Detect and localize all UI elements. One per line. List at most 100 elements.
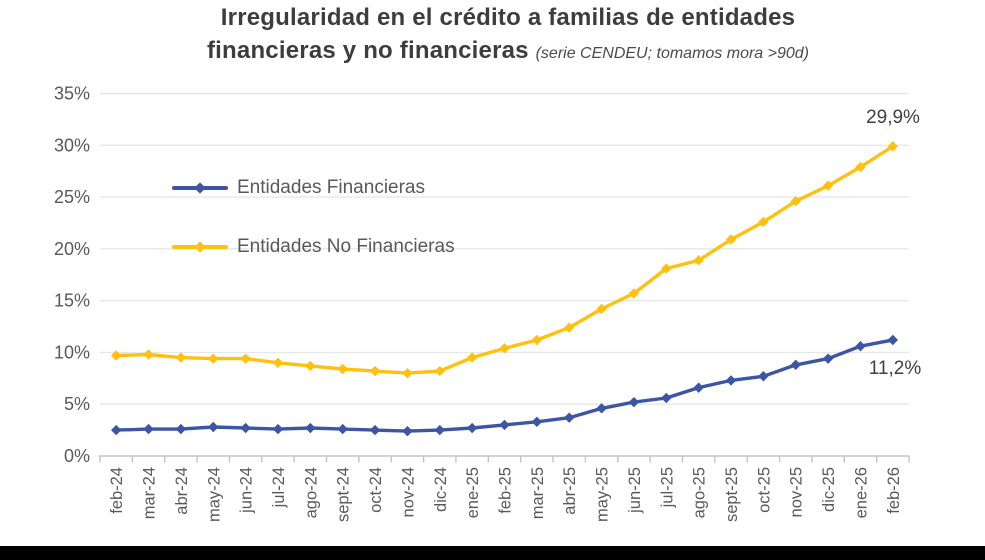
chart-title: Irregularidad en el crédito a familias d… <box>28 0 985 70</box>
data-point-entidades-financieras <box>305 422 316 434</box>
data-point-entidades-financieras <box>531 416 543 428</box>
x-tick-label: dic-25 <box>820 467 838 512</box>
data-point-entidades-no-financieras <box>887 141 899 152</box>
data-point-entidades-financieras <box>628 396 640 408</box>
data-point-entidades-no-financieras <box>369 365 381 377</box>
data-point-entidades-financieras <box>693 382 704 393</box>
data-point-entidades-financieras <box>758 371 769 382</box>
data-point-entidades-no-financieras <box>240 353 251 364</box>
data-point-entidades-financieras <box>725 375 737 386</box>
data-point-entidades-no-financieras <box>208 353 219 364</box>
y-tick-label: 5% <box>64 394 90 414</box>
data-point-entidades-no-financieras <box>175 352 187 363</box>
data-point-entidades-no-financieras <box>272 357 284 368</box>
data-point-entidades-financieras <box>143 423 154 435</box>
data-point-entidades-financieras <box>337 423 348 435</box>
y-tick-label: 15% <box>54 291 90 311</box>
chart-subtitle-note: (serie CENDEU; tomamos mora >90d) <box>535 45 810 62</box>
data-point-entidades-no-financieras <box>628 288 640 299</box>
legend-marker-yellow-line <box>172 241 228 253</box>
chart-title-line2: financieras y no financieras (serie CEND… <box>28 35 985 70</box>
y-tick-label: 30% <box>54 135 90 155</box>
series-line-entidades-financieras <box>114 338 895 433</box>
x-tick-label: ene-26 <box>852 467 870 518</box>
legend-label-entidades-no-financieras: Entidades No Financieras <box>237 236 455 257</box>
x-tick-label: oct-24 <box>367 467 385 513</box>
x-tick-label: mar-25 <box>529 467 547 519</box>
data-point-entidades-financieras <box>369 424 381 436</box>
chart-title-line2-text: financieras y no financieras <box>206 37 529 64</box>
x-tick-label: ene-25 <box>464 467 482 518</box>
y-tick-label: 0% <box>64 446 90 466</box>
data-point-entidades-financieras <box>240 422 251 434</box>
x-tick-label: nov-24 <box>399 467 417 517</box>
x-tick-label: feb-26 <box>885 467 903 514</box>
y-tick-label: 10% <box>54 342 90 362</box>
x-tick-label: ago-25 <box>691 467 709 518</box>
data-label-yellow-last-value: 29,9% <box>866 107 920 128</box>
data-point-entidades-financieras <box>110 424 122 436</box>
data-point-entidades-financieras <box>499 419 510 431</box>
data-point-entidades-no-financieras <box>693 255 704 266</box>
data-point-entidades-no-financieras <box>143 349 154 360</box>
x-tick-label: sept-24 <box>335 467 353 522</box>
data-point-entidades-no-financieras <box>596 303 607 315</box>
data-point-entidades-no-financieras <box>661 263 672 274</box>
data-point-entidades-financieras <box>175 423 187 435</box>
data-point-entidades-financieras <box>564 412 575 423</box>
data-point-entidades-financieras <box>434 424 445 436</box>
data-point-entidades-no-financieras <box>337 363 348 375</box>
data-point-entidades-financieras <box>466 422 478 434</box>
data-point-entidades-no-financieras <box>305 360 316 372</box>
x-tick-label: nov-25 <box>788 467 806 517</box>
data-point-entidades-no-financieras <box>855 161 866 173</box>
data-point-entidades-financieras <box>887 334 899 346</box>
y-tick-label: 25% <box>54 187 90 207</box>
data-point-entidades-no-financieras <box>466 352 478 363</box>
diamond-marker-icon <box>194 241 206 253</box>
data-point-entidades-no-financieras <box>725 234 737 245</box>
y-tick-label: 35% <box>54 84 90 104</box>
data-point-entidades-no-financieras <box>499 343 510 354</box>
data-label-blue-last-value: 11,2% <box>868 358 922 379</box>
x-tick-label: jul-25 <box>658 467 676 508</box>
diamond-marker-icon <box>194 182 206 194</box>
x-tick-label: feb-24 <box>108 467 126 514</box>
x-tick-label: oct-25 <box>755 467 773 513</box>
chart-title-line1: Irregularidad en el crédito a familias d… <box>220 4 796 31</box>
x-tick-label: sept-25 <box>723 467 741 522</box>
x-tick-label: mar-24 <box>141 467 159 519</box>
data-point-entidades-no-financieras <box>110 350 122 361</box>
x-tick-label: may-24 <box>205 467 223 522</box>
legend-item-entidades-no-financieras: Entidades No Financieras <box>172 236 455 258</box>
data-point-entidades-no-financieras <box>531 334 543 346</box>
data-point-entidades-financieras <box>596 403 607 414</box>
data-point-entidades-no-financieras <box>434 365 445 377</box>
data-point-entidades-no-financieras <box>758 216 769 228</box>
x-tick-label: may-25 <box>594 467 612 522</box>
x-tick-label: ago-24 <box>302 467 320 518</box>
data-point-entidades-financieras <box>855 341 866 352</box>
data-point-entidades-no-financieras <box>790 196 801 207</box>
x-tick-label: dic-24 <box>432 467 450 512</box>
data-point-entidades-no-financieras <box>564 322 575 333</box>
data-point-entidades-financieras <box>661 392 672 404</box>
x-tick-label: feb-25 <box>497 467 515 514</box>
data-point-entidades-financieras <box>402 425 413 437</box>
data-point-entidades-no-financieras <box>402 367 413 379</box>
y-tick-label: 20% <box>54 239 90 259</box>
data-point-entidades-financieras <box>272 423 284 435</box>
data-point-entidades-financieras <box>208 421 219 433</box>
data-point-entidades-financieras <box>790 359 801 371</box>
x-tick-label: jun-25 <box>626 467 644 514</box>
x-tick-label: abr-25 <box>561 467 579 515</box>
bottom-black-bar <box>0 546 985 560</box>
x-tick-label: jul-24 <box>270 467 288 508</box>
data-point-entidades-financieras <box>822 353 834 364</box>
legend-item-entidades-financieras: Entidades Financieras <box>172 177 425 199</box>
legend-marker-blue-line <box>172 182 228 194</box>
x-tick-label: jun-24 <box>238 467 256 514</box>
legend-label-entidades-financieras: Entidades Financieras <box>237 177 425 198</box>
